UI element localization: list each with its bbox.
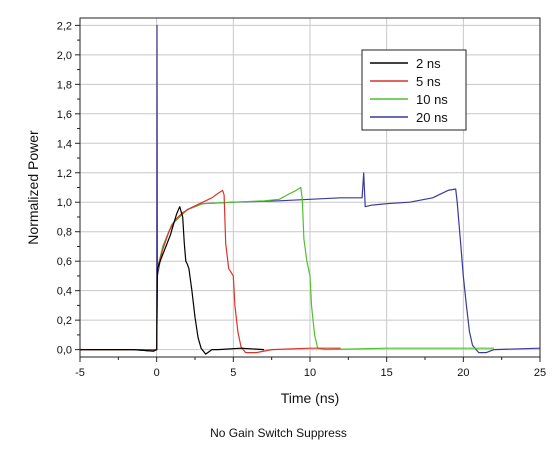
legend: 2 ns 5 ns 10 ns 20 ns xyxy=(361,49,467,131)
legend-label: 10 ns xyxy=(416,92,448,107)
series-line-10-ns xyxy=(80,186,494,351)
y-tick-label: 0,6 xyxy=(57,256,72,268)
x-tick-label: 10 xyxy=(304,367,316,379)
legend-label: 20 ns xyxy=(416,110,448,125)
x-tick-label: 25 xyxy=(534,367,546,379)
axis-ticks: -5 0 5 10 15 20 25 0,0 0,2 0,4 0,6 0,8 1,0 1,2 1,4 1,6 1… xyxy=(57,20,546,379)
x-tick-label: 5 xyxy=(230,367,236,379)
y-tick-label: 1,6 xyxy=(57,109,72,121)
series-line-20-ns xyxy=(80,24,541,354)
legend-label: 5 ns xyxy=(416,74,441,89)
y-tick-label: 0,4 xyxy=(57,286,72,298)
x-tick-label: 0 xyxy=(154,367,160,379)
series-line-5-ns xyxy=(80,189,341,354)
x-tick-label: -5 xyxy=(75,367,85,379)
x-axis-label: Time (ns) xyxy=(281,390,340,406)
y-tick-label: 0,0 xyxy=(57,345,72,357)
y-tick-label: 1,8 xyxy=(57,79,72,91)
y-tick-label: 0,8 xyxy=(57,227,72,239)
x-tick-label: 15 xyxy=(381,367,393,379)
series-layer xyxy=(80,24,541,355)
y-tick-label: 1,2 xyxy=(57,168,72,180)
series-line-2-ns xyxy=(80,206,265,355)
figure-caption: No Gain Switch Suppress xyxy=(210,426,347,440)
x-tick-label: 20 xyxy=(457,367,469,379)
y-tick-label: 2,2 xyxy=(57,20,72,32)
y-tick-label: 1,4 xyxy=(57,138,72,150)
legend-box xyxy=(361,49,467,131)
y-tick-label: 0,2 xyxy=(57,315,72,327)
chart: -5 0 5 10 15 20 25 0,0 0,2 0,4 0,6 0,8 1,0 1,2 1,4 1,6 1… xyxy=(25,17,546,406)
grid-lines xyxy=(80,18,540,357)
y-tick-label: 1,0 xyxy=(57,197,72,209)
y-tick-label: 2,0 xyxy=(57,50,72,62)
y-axis-label: Normalized Power xyxy=(25,130,41,245)
legend-label: 2 ns xyxy=(416,56,441,71)
